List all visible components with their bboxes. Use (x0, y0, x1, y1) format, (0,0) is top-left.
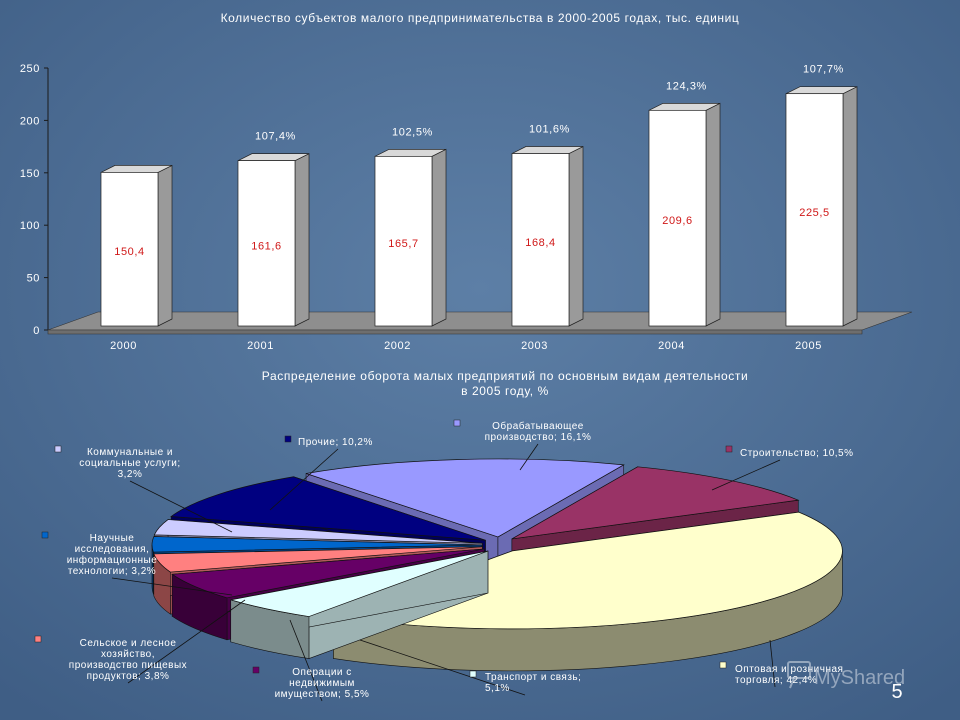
bar-floor-top (47, 311, 913, 331)
pie-slice-7 (170, 476, 486, 541)
pie-slice-label: Операции с недвижимым имуществом; 5,5% (275, 667, 370, 700)
pie-slice-label: Прочие; 10,2% (298, 437, 373, 448)
x-category-label: 2001 (247, 340, 274, 352)
bar-2001 (237, 160, 296, 327)
pie-legend-swatch (719, 661, 727, 669)
bar-growth-label: 124,3% (666, 80, 707, 92)
x-category-label: 2002 (384, 340, 411, 352)
bar-growth-label: 102,5% (392, 126, 433, 138)
bar-side-2000 (157, 164, 173, 327)
pie-slice-label: Коммунальные и социальные услуги; 3,2% (79, 447, 180, 480)
pie-legend-swatch (453, 419, 461, 427)
pie-callout-line (127, 599, 246, 684)
pie-labels: Оптовая и розничная торговля; 42,4%Трансп… (34, 419, 854, 702)
bar-side-2004 (705, 102, 721, 327)
pie-slice-2 (230, 550, 489, 617)
pie-callout-line (289, 619, 323, 702)
watermark-text: MyShared (814, 667, 905, 689)
bar-value-label: 165,7 (388, 238, 419, 250)
bar-value-label: 168,4 (525, 237, 556, 249)
pie-callout-line (129, 480, 233, 533)
pie-legend-swatch (41, 531, 49, 539)
bar-value-label: 161,6 (251, 240, 282, 252)
bar-2003 (511, 153, 570, 327)
bar-growth-label: 107,7% (803, 64, 844, 76)
bar-side-2005 (842, 86, 858, 327)
pie-slice-label: Сельское и лесное хозяйство, производство … (69, 638, 187, 682)
bar-2000 (100, 172, 159, 327)
pie-slice-4 (153, 546, 483, 573)
pie-marks (151, 458, 843, 672)
pie-callout-line (769, 639, 776, 688)
x-category-label: 2000 (110, 340, 137, 352)
pie-callout-line (711, 459, 781, 491)
pie-callout-line (111, 577, 233, 596)
pie-chart-title-line-2: в 2005 году, % (461, 384, 549, 398)
bar-2005 (785, 93, 844, 327)
pie-slice-8 (305, 458, 625, 538)
pie-callout-line (359, 639, 526, 696)
x-category-label: 2003 (521, 340, 548, 352)
pie-callout-line (269, 448, 339, 511)
bar-chart-title: Количество субъектов малого предпринимат… (221, 11, 740, 25)
pie-slice-3 (171, 548, 485, 599)
bar-2004 (648, 109, 707, 327)
pie-slice-label: Транспорт и связь; 5,1% (485, 672, 581, 694)
page-number: 5 (891, 681, 902, 703)
pie-legend-swatch (54, 445, 62, 453)
pie-legend-swatch (469, 670, 477, 678)
y-tick-label: 0 (33, 325, 40, 337)
bar-marks: 150,4 161,6 107,4% 165,7 102,5% 168,4 101,6% 20… (100, 64, 858, 327)
pie-slice-label: Обрабатывающее производство; 16,1% (485, 420, 592, 443)
bar-value-label: 150,4 (114, 246, 145, 258)
bar-growth-label: 101,6% (529, 124, 570, 136)
pie-slice-9 (511, 466, 800, 540)
bar-2002 (374, 155, 433, 327)
presentation-icon-leg (789, 677, 795, 689)
pie-chart: Распределение оборота малых предприятий … (34, 369, 854, 702)
y-tick-label: 250 (20, 63, 40, 75)
y-tick-label: 200 (20, 115, 40, 127)
y-tick-label: 150 (20, 168, 40, 180)
pie-slice-6 (153, 519, 483, 544)
x-category-label: 2004 (658, 340, 685, 352)
bar-growth-label: 107,4% (255, 131, 296, 143)
bar-value-label: 209,6 (662, 215, 693, 227)
bar-floor-edge (47, 329, 863, 335)
bar-categories: 2000 2001 2002 2003 2004 2005 (110, 340, 822, 352)
pie-slice-label: Строительство; 10,5% (740, 448, 854, 459)
pie-legend-swatch (284, 435, 292, 443)
pie-legend-swatch (34, 635, 42, 643)
pie-legend-swatch (725, 445, 733, 453)
watermark-logo: MyShared (787, 661, 905, 689)
bar-side-2003 (568, 145, 584, 327)
pie-slice-group (230, 550, 489, 659)
bar-value-label: 225,5 (799, 207, 830, 219)
y-tick-label: 100 (20, 220, 40, 232)
pie-slice-label: Научные исследования, информационные технол… (67, 533, 158, 577)
bar-side-2001 (294, 153, 310, 327)
bar-y-axis: 0 50 100 150 200 250 (20, 63, 49, 337)
y-tick-label: 50 (27, 273, 40, 285)
pie-callout-line (519, 443, 539, 471)
pie-legend-swatch (252, 666, 260, 674)
pie-slice-5 (151, 536, 483, 553)
bar-floor (47, 311, 913, 335)
presentation-icon (787, 661, 811, 679)
bar-chart: Количество субъектов малого предпринимат… (20, 11, 913, 352)
pie-chart-title-line-1: Распределение оборота малых предприятий … (262, 369, 749, 383)
bar-side-2002 (431, 148, 447, 327)
x-category-label: 2005 (795, 340, 822, 352)
